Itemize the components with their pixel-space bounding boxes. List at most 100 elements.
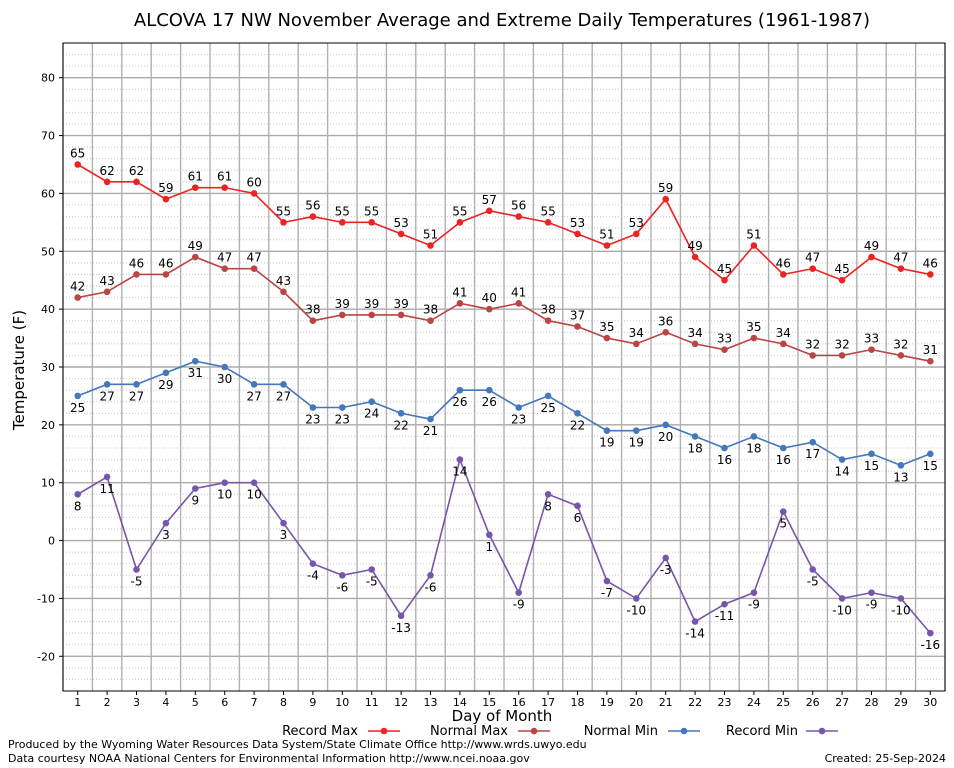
data-label: 19 [599,436,614,450]
data-point [221,184,228,191]
data-point [397,409,405,417]
data-label: -6 [336,580,348,594]
data-point [544,392,552,400]
series-record-max: 65 62 62 59 61 61 60 55 56 55 55 53 51 55 57 56 55 53 51 53… [70,147,938,284]
data-point [397,230,405,238]
data-point [750,433,758,440]
data-point [515,300,522,307]
data-label: 21 [423,424,438,438]
data-point [456,219,464,226]
data-point [515,213,522,220]
x-tick-label: 27 [835,696,849,709]
data-label: 34 [629,326,644,340]
data-label: 57 [482,193,497,207]
data-point [162,519,170,527]
data-point [397,612,405,620]
data-label: 38 [305,303,320,317]
data-label: 42 [70,280,85,294]
data-point [809,265,816,272]
y-tick-label: 50 [41,245,55,258]
data-label: 49 [864,239,879,253]
data-label: 11 [99,482,114,496]
series-line [77,163,931,282]
data-label: 35 [599,320,614,334]
data-point [838,595,846,602]
data-point [838,276,846,284]
data-point [662,328,669,336]
y-tick-label: 0 [48,535,55,548]
x-tick-label: 22 [688,696,702,709]
x-tick-label: 26 [806,696,820,709]
data-label: -10 [832,603,852,617]
data-label: 17 [805,447,820,461]
data-label: 49 [188,239,203,253]
data-point [897,462,905,469]
data-point [662,421,669,429]
data-label: 27 [276,389,291,403]
data-point [192,253,199,261]
data-point [456,456,464,463]
data-point [603,334,611,342]
x-tick-label: 10 [335,696,349,709]
x-tick-label: 24 [747,696,761,709]
series-line [77,256,931,362]
data-label: 41 [452,285,467,299]
data-label: 3 [280,528,288,542]
data-point [544,317,552,325]
data-label: 8 [74,499,82,513]
data-label: 62 [99,164,114,178]
x-tick-label: 30 [923,696,937,709]
data-label: 49 [687,239,702,253]
series-normal-min: 25 27 27 29 31 30 27 27 23 23 24 22 21 26 26 23 25 22 19 19… [70,357,938,484]
x-tick-label: 13 [424,696,438,709]
data-label: 43 [99,274,114,288]
data-label: 37 [570,309,585,323]
data-point [368,398,376,406]
data-point [280,219,287,226]
data-point [309,317,317,325]
data-label: 33 [864,332,879,346]
data-label: 25 [540,401,555,415]
y-tick-label: 40 [41,303,55,316]
data-point [633,230,640,238]
data-label: 20 [658,430,673,444]
data-label: 39 [335,297,350,311]
data-label: 61 [188,170,203,184]
data-point [162,195,170,203]
data-label: 56 [511,199,526,213]
data-label: 32 [805,337,820,351]
data-point [309,213,317,220]
series-normal-max: 42 43 46 46 49 47 47 43 38 39 39 39 38 41 40 41 38 37 35 34… [70,239,938,365]
data-point [780,271,787,278]
data-label: 36 [658,314,673,328]
legend-label: Record Max [282,724,358,739]
data-point [897,265,905,272]
data-point [897,595,905,602]
y-tick-label: 30 [41,361,55,374]
data-label: 53 [393,216,408,230]
data-label: 24 [364,407,379,421]
x-tick-label: 20 [629,696,643,709]
data-point [544,490,552,498]
data-label: -9 [748,598,760,612]
data-point [691,253,699,261]
data-label: 31 [923,343,938,357]
data-point [868,253,875,261]
data-label: 18 [746,441,761,455]
data-label: 26 [452,395,467,409]
x-tick-label: 29 [894,696,908,709]
data-point [486,305,493,313]
data-label: -4 [307,569,319,583]
data-label: 26 [482,395,497,409]
data-label: 27 [246,389,261,403]
data-point [574,323,581,330]
data-point [603,577,611,585]
data-label: 59 [158,181,173,195]
data-label: 27 [129,389,144,403]
data-point [809,566,816,573]
data-point [133,566,140,573]
data-point [339,219,346,226]
data-label: -7 [601,586,613,600]
